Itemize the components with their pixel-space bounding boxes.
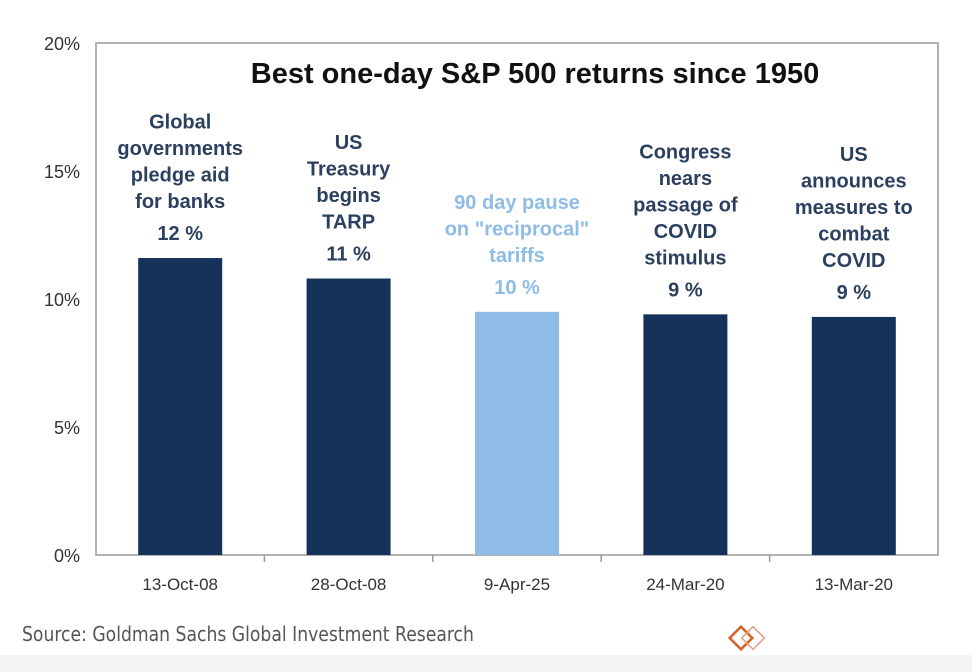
bar: [643, 314, 728, 555]
bar-annotation: combat: [818, 223, 889, 245]
bar-annotation: Congress: [639, 141, 731, 163]
bar-annotation: governments: [117, 138, 243, 160]
bar: [138, 258, 223, 555]
x-tick-label: 28-Oct-08: [311, 575, 387, 594]
x-tick-label: 24-Mar-20: [646, 575, 724, 594]
bar-annotation: pledge aid: [131, 165, 230, 187]
footer-bar: [0, 655, 972, 672]
bar: [306, 278, 391, 555]
bar-annotation: begins: [316, 185, 380, 207]
bar-annotation: passage of: [633, 194, 738, 216]
y-tick-label: 20%: [44, 34, 80, 54]
bar-annotation: on "reciprocal": [445, 218, 590, 240]
chart-title: Best one-day S&P 500 returns since 1950: [251, 58, 819, 90]
x-tick-label: 13-Oct-08: [142, 575, 218, 594]
bar-annotation: Treasury: [307, 159, 391, 181]
bar-annotation: stimulus: [644, 247, 726, 269]
data-label: 10 %: [494, 277, 540, 299]
data-label: 12 %: [157, 223, 203, 245]
data-label: 9 %: [837, 282, 872, 304]
source-note: Source: Goldman Sachs Global Investment …: [22, 622, 474, 646]
bar-annotation: US: [840, 144, 868, 166]
y-tick-label: 15%: [44, 162, 80, 182]
bar: [475, 311, 559, 555]
x-tick-label: 13-Mar-20: [815, 575, 893, 594]
y-tick-label: 0%: [54, 546, 80, 566]
bar-annotation: announces: [801, 170, 907, 192]
bar-annotation: nears: [659, 168, 712, 190]
y-tick-label: 10%: [44, 290, 80, 310]
bar-annotation: COVID: [822, 250, 885, 272]
x-tick-label: 9-Apr-25: [484, 575, 550, 594]
data-label: 11 %: [326, 244, 371, 266]
bar-annotation: for banks: [135, 191, 225, 213]
bar-annotation: measures to: [795, 197, 913, 219]
bar-annotation: tariffs: [489, 245, 545, 267]
bar-annotation: TARP: [322, 212, 375, 234]
data-label: 9 %: [668, 279, 703, 301]
bar-annotation: Global: [149, 112, 211, 134]
y-tick-label: 5%: [54, 418, 80, 438]
bar: [811, 316, 896, 555]
bar-annotation: US: [335, 132, 363, 154]
bar-annotation: 90 day pause: [454, 192, 580, 214]
bar-annotation: COVID: [654, 221, 717, 243]
